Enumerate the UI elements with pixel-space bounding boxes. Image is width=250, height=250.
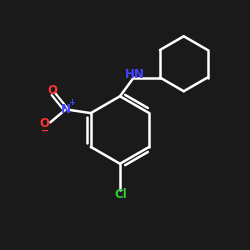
Text: Cl: Cl — [114, 188, 127, 202]
Text: N: N — [61, 103, 71, 116]
Text: O: O — [40, 117, 50, 130]
Text: −: − — [41, 126, 49, 136]
Text: HN: HN — [125, 68, 145, 82]
Text: O: O — [48, 84, 58, 97]
Text: +: + — [68, 98, 75, 107]
